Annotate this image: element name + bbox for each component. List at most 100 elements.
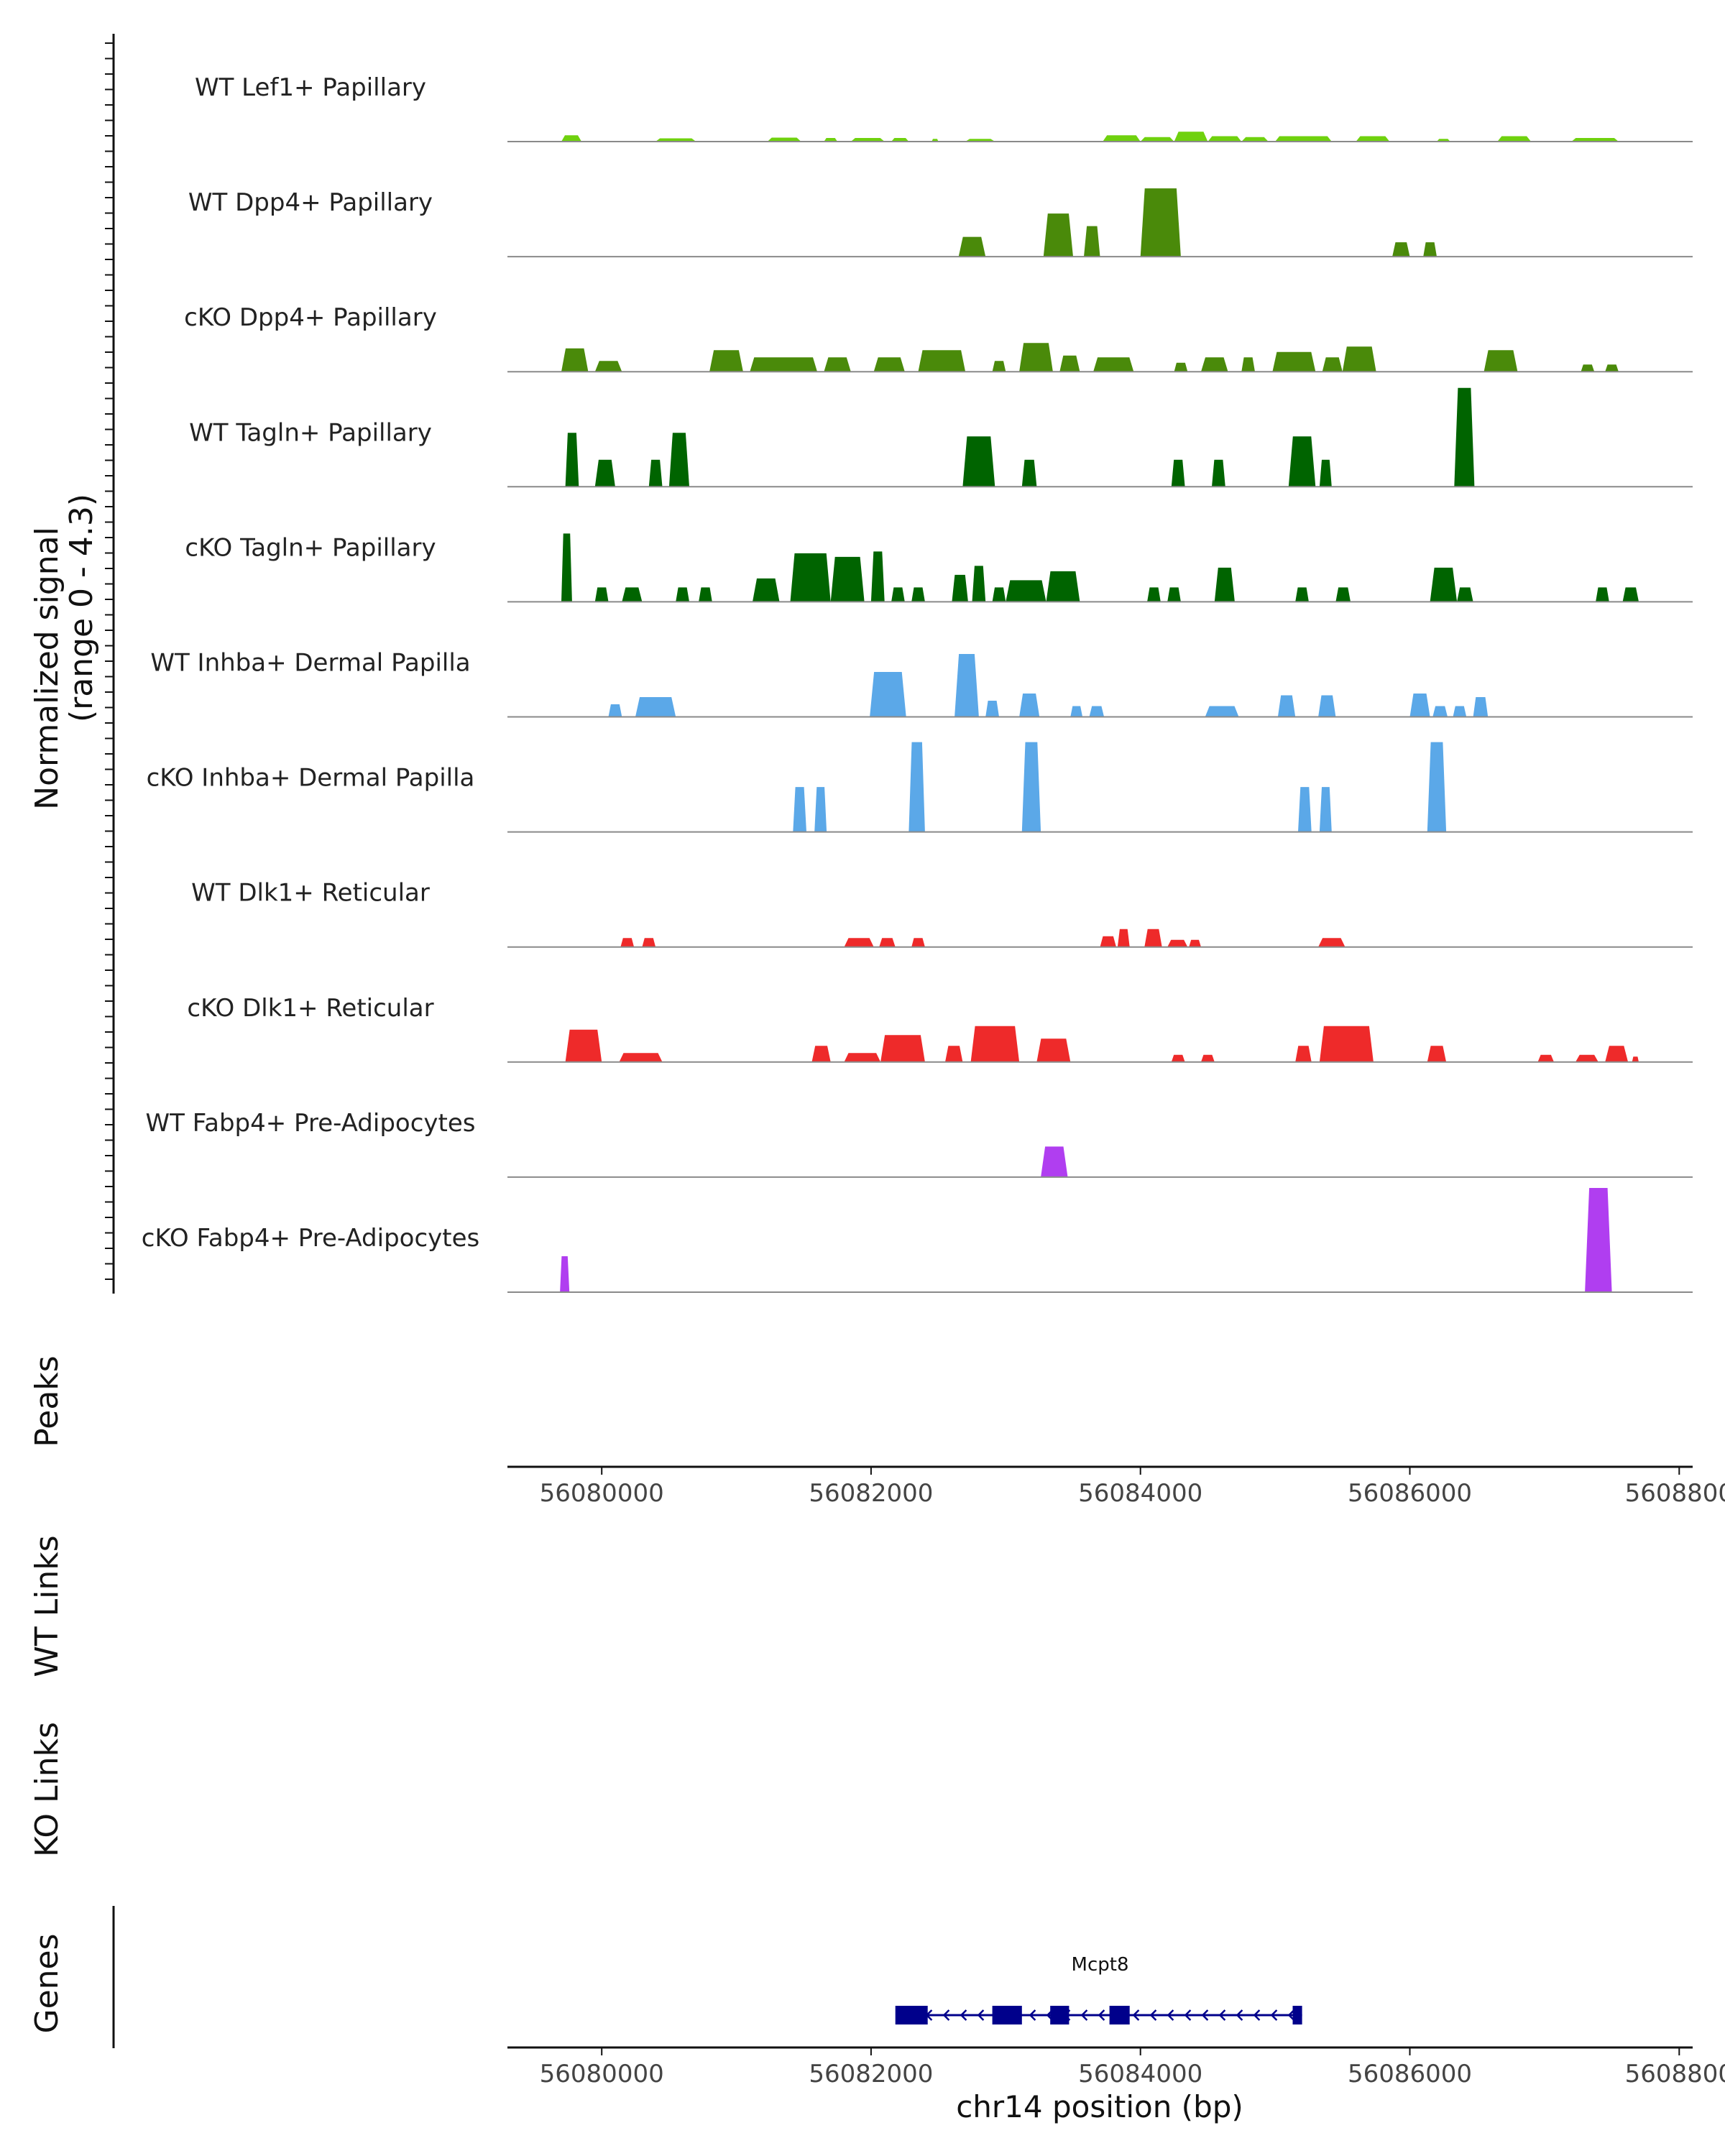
x-tick-label: 56084000 — [1078, 2060, 1202, 2088]
coverage-peak — [1605, 364, 1619, 372]
coverage-peak — [824, 138, 838, 142]
coverage-peak — [622, 587, 643, 602]
track-label: WT Lef1+ Papillary — [195, 73, 426, 102]
coverage-peak — [1117, 929, 1130, 947]
coverage-peak — [954, 654, 979, 717]
coverage-peak — [561, 533, 572, 602]
coverage-peak — [1298, 787, 1312, 832]
coverage-peak — [1140, 188, 1181, 257]
coverage-peak — [1084, 226, 1100, 257]
coverage-peak — [1319, 1026, 1374, 1062]
gene-strand-arrow — [1029, 2009, 1036, 2021]
coverage-peak — [1427, 742, 1447, 832]
coverage-peak — [1576, 1054, 1598, 1062]
gene-strand-arrow — [942, 2009, 950, 2021]
track-label: cKO Tagln+ Papillary — [185, 533, 436, 562]
coverage-peak — [1457, 587, 1473, 602]
track-label: cKO Dpp4+ Papillary — [184, 303, 437, 332]
coverage-peak — [1171, 1054, 1185, 1062]
coverage-peak — [1537, 1054, 1554, 1062]
coverage-peak — [1201, 1054, 1215, 1062]
coverage-peak — [911, 587, 925, 602]
coverage-peak — [873, 357, 905, 372]
coverage-peak — [790, 553, 831, 602]
gene-strand-arrow — [1253, 2009, 1261, 2021]
genes-x-axis: 56080000 56082000 56084000 56086000 5608800 — [507, 2046, 1725, 2088]
coverage-peak — [1214, 567, 1235, 602]
gene-strand-arrow — [1236, 2009, 1243, 2021]
coverage-peak — [1036, 1038, 1071, 1062]
coverage-peak — [879, 938, 896, 947]
track-label: cKO Inhba+ Dermal Papilla — [147, 764, 475, 793]
coverage-peak — [1144, 929, 1162, 947]
coverage-peak — [1019, 343, 1053, 372]
coverage-peak — [1392, 242, 1410, 257]
coverage-peak — [1632, 1056, 1639, 1062]
track-label: WT Inhba+ Dermal Papilla — [150, 649, 470, 678]
gene-strand-arrow — [1270, 2009, 1278, 2021]
coverage-peak — [1205, 706, 1239, 717]
gene-strand-arrow — [1167, 2009, 1174, 2021]
signal-axis — [105, 34, 115, 1294]
track-label: cKO Fabp4+ Pre-Adipocytes — [142, 1224, 480, 1253]
track-1: WT Lef1+ Papillary — [195, 73, 1693, 142]
coverage-peak — [608, 704, 622, 717]
gene-exon — [1050, 2006, 1070, 2024]
coverage-peak — [1318, 938, 1346, 947]
coverage-peak — [619, 1053, 663, 1062]
coverage-peak — [767, 137, 801, 142]
coverage-peak — [753, 578, 780, 602]
peaks-x-axis: 56080000 56082000 56084000 56086000 5608800 — [507, 1465, 1725, 1508]
gene-strand-arrow — [1080, 2009, 1088, 2021]
coverage-peak — [1021, 459, 1037, 487]
coverage-peak — [1342, 346, 1376, 372]
coverage-peak — [1622, 587, 1639, 602]
coverage-peak — [676, 587, 689, 602]
coverage-peak — [1605, 1046, 1629, 1062]
coverage-peak — [620, 938, 635, 947]
peaks-panel-label: Peaks — [29, 1355, 65, 1447]
coverage-peak — [1319, 459, 1332, 487]
coverage-peak — [1208, 136, 1242, 142]
coverage-peak — [565, 433, 579, 487]
track-10: WT Fabp4+ Pre-Adipocytes — [146, 1109, 1693, 1178]
coverage-peak — [1453, 706, 1467, 717]
x-tick-label: 56080000 — [540, 1479, 664, 1508]
coverage-peak — [891, 587, 905, 602]
coverage-peak — [1581, 364, 1595, 372]
gene-strand-arrow — [1149, 2009, 1157, 2021]
coverage-peak — [793, 787, 806, 832]
coverage-peak — [911, 938, 925, 947]
coverage-peak — [870, 672, 906, 717]
x-tick-label: 56084000 — [1078, 1479, 1202, 1508]
track-7: cKO Inhba+ Dermal Papilla — [147, 742, 1693, 833]
coverage-peak — [1319, 787, 1332, 832]
coverage-peak — [992, 587, 1006, 602]
gene-strand-arrow — [1201, 2009, 1209, 2021]
coverage-peak — [952, 574, 968, 602]
coverage-peak — [992, 361, 1006, 372]
gene-strand-arrow — [1098, 2009, 1105, 2021]
coverage-peak — [1277, 695, 1296, 717]
coverage-peak — [1454, 387, 1475, 487]
track-11: cKO Fabp4+ Pre-Adipocytes — [142, 1188, 1693, 1293]
ko-links-panel-label: KO Links — [29, 1722, 65, 1857]
x-tick-label: 56082000 — [809, 1479, 933, 1508]
coverage-peak — [1318, 695, 1336, 717]
x-tick-label: 5608800 — [1625, 2060, 1725, 2088]
coverage-peak — [1103, 135, 1141, 142]
coverage-peak — [1241, 137, 1269, 142]
coverage-peak — [1288, 436, 1316, 487]
coverage-peak — [750, 357, 817, 372]
coverage-peak — [1356, 136, 1390, 142]
coverage-peak — [908, 742, 925, 832]
track-label: WT Dlk1+ Reticular — [191, 879, 430, 908]
coverage-peak — [1430, 567, 1458, 602]
coverage-peak — [1295, 587, 1309, 602]
coverage-peak — [1322, 357, 1343, 372]
coverage-peak — [1174, 362, 1188, 372]
genes-panel-label: Genes — [29, 1933, 65, 2033]
coverage-peak — [1212, 459, 1225, 487]
coverage-peak — [1241, 357, 1255, 372]
coverage-peak — [699, 587, 712, 602]
